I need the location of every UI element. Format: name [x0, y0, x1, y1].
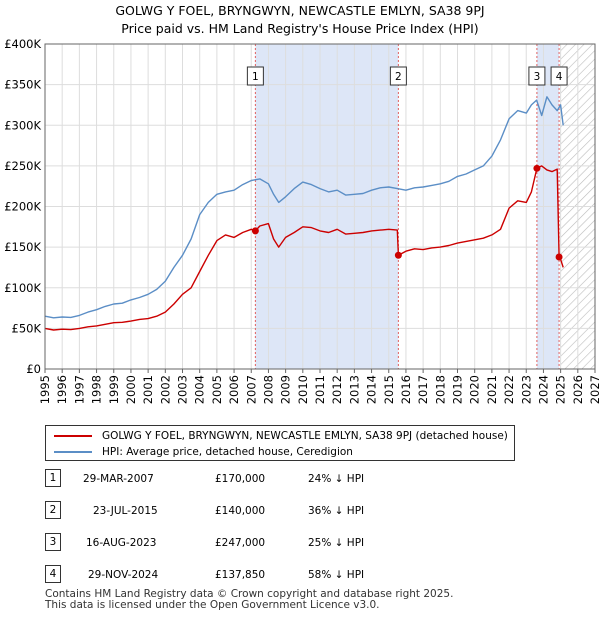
footer-licence: This data is licensed under the Open Gov… [45, 599, 380, 611]
x-tick-label: 2024 [536, 375, 550, 404]
sale-marker-box [389, 66, 407, 86]
x-tick-label: 2000 [124, 375, 138, 404]
x-tick-label: 2019 [451, 375, 465, 404]
sale-price: £170,000 [215, 473, 266, 485]
x-tick-label: 2013 [347, 375, 361, 404]
sale-date: 29-MAR-2007 [83, 473, 154, 485]
x-tick-label: 2016 [399, 375, 413, 404]
y-tick-label: £300K [4, 118, 41, 132]
sale-marker-label: 4 [556, 71, 563, 83]
x-tick-label: 2021 [485, 375, 499, 404]
x-tick-label: 2011 [313, 375, 327, 404]
legend-swatch-hpi [54, 451, 92, 453]
x-tick-label: 2017 [416, 375, 430, 404]
x-tick-label: 1997 [72, 375, 86, 404]
sale-marker-4: 4 [45, 565, 61, 583]
property-price-line [44, 165, 564, 331]
sale-marker-box [528, 66, 546, 86]
x-tick-label: 2003 [176, 375, 190, 404]
x-tick-label: 2007 [244, 375, 258, 404]
x-tick-label: 2010 [296, 375, 310, 404]
sale-hpi: 25% ↓ HPI [308, 537, 365, 549]
sale-point [394, 251, 402, 259]
y-tick-label: £400K [4, 37, 41, 51]
sale-row: 2 23-JUL-2015 £140,000 36% ↓ HPI [45, 500, 445, 524]
legend: GOLWG Y FOEL, BRYNGWYN, NEWCASTLE EMLYN,… [45, 425, 515, 461]
x-tick-label: 2009 [279, 375, 293, 404]
legend-label-hpi: HPI: Average price, detached house, Cere… [102, 446, 353, 458]
sale-row: 4 29-NOV-2024 £137,850 58% ↓ HPI [45, 564, 445, 588]
x-tick-label: 2020 [468, 375, 482, 404]
sale-marker-label: 2 [395, 71, 402, 83]
legend-swatch-property [54, 435, 92, 437]
sale-row: 1 29-MAR-2007 £170,000 24% ↓ HPI [45, 468, 445, 492]
y-tick-label: £100K [4, 281, 41, 295]
y-tick-label: £200K [4, 200, 41, 214]
sale-price: £137,850 [215, 569, 266, 581]
sale-marker-label: 3 [534, 71, 541, 83]
sale-date: 16-AUG-2023 [86, 537, 157, 549]
sale-point [555, 253, 563, 261]
legend-item-hpi: HPI: Average price, detached house, Cere… [54, 444, 353, 460]
chart-title-block: GOLWG Y FOEL, BRYNGWYN, NEWCASTLE EMLYN,… [0, 2, 600, 38]
x-tick-label: 1995 [38, 375, 52, 404]
sale-point [251, 227, 259, 235]
x-tick-label: 1999 [107, 375, 121, 404]
x-tick-label: 2008 [261, 375, 275, 404]
x-tick-label: 2026 [571, 375, 585, 404]
sale-price: £140,000 [215, 505, 266, 517]
y-tick-label: £150K [4, 240, 41, 254]
sale-point [533, 164, 541, 172]
sale-marker-1: 1 [45, 469, 61, 487]
x-tick-label: 2002 [158, 375, 172, 404]
y-tick-label: £350K [4, 78, 41, 92]
x-tick-label: 2022 [502, 375, 516, 404]
x-tick-label: 2001 [141, 375, 155, 404]
x-tick-label: 2018 [433, 375, 447, 404]
x-tick-label: 2004 [193, 375, 207, 404]
price-chart: 1 2 3 4 £0 £50K £100K £150K £200K £250K £300K £350… [4, 37, 600, 404]
x-tick-label: 1996 [55, 375, 69, 404]
sale-marker-box [550, 66, 568, 86]
x-tick-label: 2015 [382, 375, 396, 404]
sale-marker-label: 1 [252, 71, 259, 83]
x-tick-label: 2023 [519, 375, 533, 404]
x-tick-label: 2025 [554, 375, 568, 404]
chart-title: GOLWG Y FOEL, BRYNGWYN, NEWCASTLE EMLYN,… [115, 3, 485, 18]
x-tick-label: 2027 [588, 375, 600, 404]
sale-hpi: 24% ↓ HPI [308, 473, 365, 485]
sale-hpi: 58% ↓ HPI [308, 569, 365, 581]
x-tick-label: 2005 [210, 375, 224, 404]
x-tick-label: 2006 [227, 375, 241, 404]
sale-date: 29-NOV-2024 [88, 569, 159, 581]
sale-marker-box [246, 66, 264, 86]
sale-row: 3 16-AUG-2023 £247,000 25% ↓ HPI [45, 532, 445, 556]
sale-date: 23-JUL-2015 [93, 505, 158, 517]
sale-marker-3: 3 [45, 533, 61, 551]
footer: Contains HM Land Registry data © Crown c… [45, 589, 453, 611]
sale-price: £247,000 [215, 537, 266, 549]
x-tick-label: 1998 [90, 375, 104, 404]
sale-hpi: 36% ↓ HPI [308, 505, 365, 517]
sale-marker-2: 2 [45, 501, 61, 519]
chart-subtitle: Price paid vs. HM Land Registry's House … [121, 21, 479, 36]
footer-copyright: Contains HM Land Registry data © Crown c… [45, 588, 454, 600]
x-tick-label: 2014 [365, 375, 379, 404]
y-tick-label: £250K [4, 159, 41, 173]
y-tick-label: £50K [12, 321, 42, 335]
y-tick-label: £0 [26, 362, 41, 376]
legend-item-property: GOLWG Y FOEL, BRYNGWYN, NEWCASTLE EMLYN,… [54, 428, 508, 444]
legend-label-property: GOLWG Y FOEL, BRYNGWYN, NEWCASTLE EMLYN,… [102, 430, 508, 442]
x-tick-label: 2012 [330, 375, 344, 404]
hpi-line [44, 96, 564, 319]
